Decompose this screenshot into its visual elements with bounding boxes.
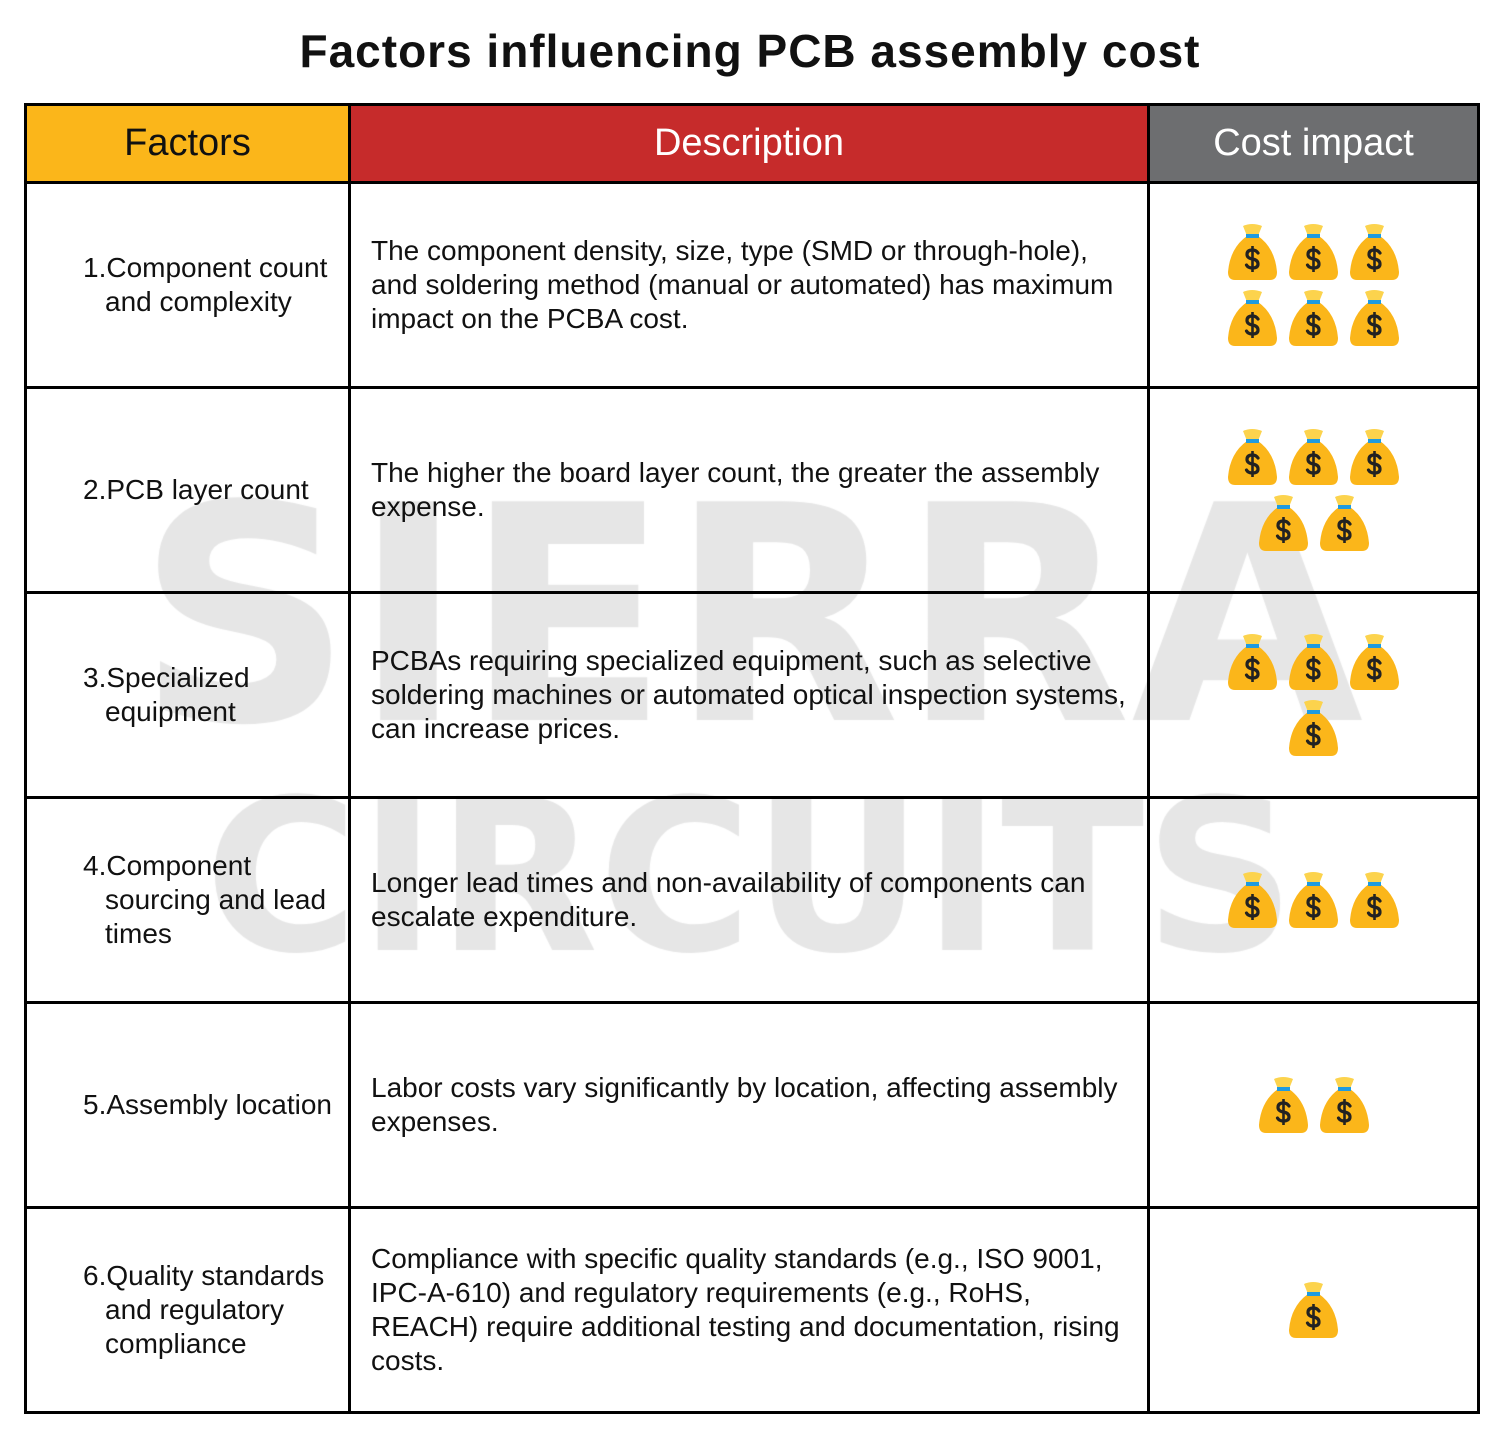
header-description: Description [348, 103, 1150, 184]
header-cost-impact: Cost impact [1147, 103, 1480, 184]
money-bag-icon [1286, 427, 1341, 487]
description-cell: Longer lead times and non-availability o… [348, 796, 1150, 1004]
header-row: Factors Description Cost impact [24, 103, 1480, 184]
factor-cell: 4.Component sourcing and lead times [24, 796, 351, 1004]
cost-impact-cell [1147, 386, 1480, 594]
description-cell: Labor costs vary significantly by locati… [348, 1001, 1150, 1209]
money-bag-icon [1256, 1075, 1311, 1135]
cost-impact-icons [1219, 427, 1409, 553]
cost-impact-icons [1219, 1075, 1409, 1135]
money-bag-icon [1347, 222, 1402, 282]
money-bag-icon [1286, 1280, 1341, 1340]
header-factors: Factors [24, 103, 351, 184]
table-row: 2.PCB layer count The higher the board l… [24, 386, 1480, 594]
table-row: 5.Assembly location Labor costs vary sig… [24, 1001, 1480, 1209]
page-title: Factors influencing PCB assembly cost [299, 25, 1201, 77]
money-bag-icon [1225, 632, 1280, 692]
cost-factors-table: Factors Description Cost impact 1.Compon… [24, 103, 1480, 1414]
factor-cell: 6.Quality standards and regulatory compl… [24, 1206, 351, 1414]
cost-impact-icons [1219, 222, 1409, 348]
money-bag-icon [1347, 870, 1402, 930]
factor-label: 6.Quality standards and regulatory compl… [83, 1260, 325, 1359]
money-bag-icon [1225, 222, 1280, 282]
money-bag-icon [1347, 427, 1402, 487]
money-bag-icon [1317, 1075, 1372, 1135]
table-row: 6.Quality standards and regulatory compl… [24, 1206, 1480, 1414]
factor-label: 2.PCB layer count [83, 474, 309, 505]
factor-label: 5.Assembly location [83, 1089, 333, 1120]
money-bag-icon [1286, 632, 1341, 692]
money-bag-icon [1286, 870, 1341, 930]
description-cell: The higher the board layer count, the gr… [348, 386, 1150, 594]
cost-impact-cell [1147, 181, 1480, 389]
money-bag-icon [1317, 493, 1372, 553]
factor-label: 4.Component sourcing and lead times [83, 850, 327, 949]
cost-impact-icons [1219, 1280, 1409, 1340]
money-bag-icon [1256, 493, 1311, 553]
cost-impact-cell [1147, 1001, 1480, 1209]
money-bag-icon [1225, 427, 1280, 487]
table-row: 3.Specialized equipment PCBAs requiring … [24, 591, 1480, 799]
cost-impact-icons [1219, 632, 1409, 758]
money-bag-icon [1225, 288, 1280, 348]
factor-cell: 3.Specialized equipment [24, 591, 351, 799]
money-bag-icon [1286, 288, 1341, 348]
factor-label: 1.Component count and complexity [83, 252, 328, 317]
table-row: 4.Component sourcing and lead times Long… [24, 796, 1480, 1004]
cost-impact-cell [1147, 1206, 1480, 1414]
money-bag-icon [1286, 698, 1341, 758]
table-row: 1.Component count and complexity The com… [24, 181, 1480, 389]
money-bag-icon [1347, 288, 1402, 348]
cost-impact-cell [1147, 591, 1480, 799]
description-cell: PCBAs requiring specialized equipment, s… [348, 591, 1150, 799]
money-bag-icon [1225, 870, 1280, 930]
factor-cell: 2.PCB layer count [24, 386, 351, 594]
factor-cell: 1.Component count and complexity [24, 181, 351, 389]
factor-cell: 5.Assembly location [24, 1001, 351, 1209]
description-cell: Compliance with specific quality standar… [348, 1206, 1150, 1414]
factor-label: 3.Specialized equipment [83, 662, 250, 727]
money-bag-icon [1286, 222, 1341, 282]
cost-impact-icons [1219, 870, 1409, 930]
description-cell: The component density, size, type (SMD o… [348, 181, 1150, 389]
money-bag-icon [1347, 632, 1402, 692]
cost-impact-cell [1147, 796, 1480, 1004]
